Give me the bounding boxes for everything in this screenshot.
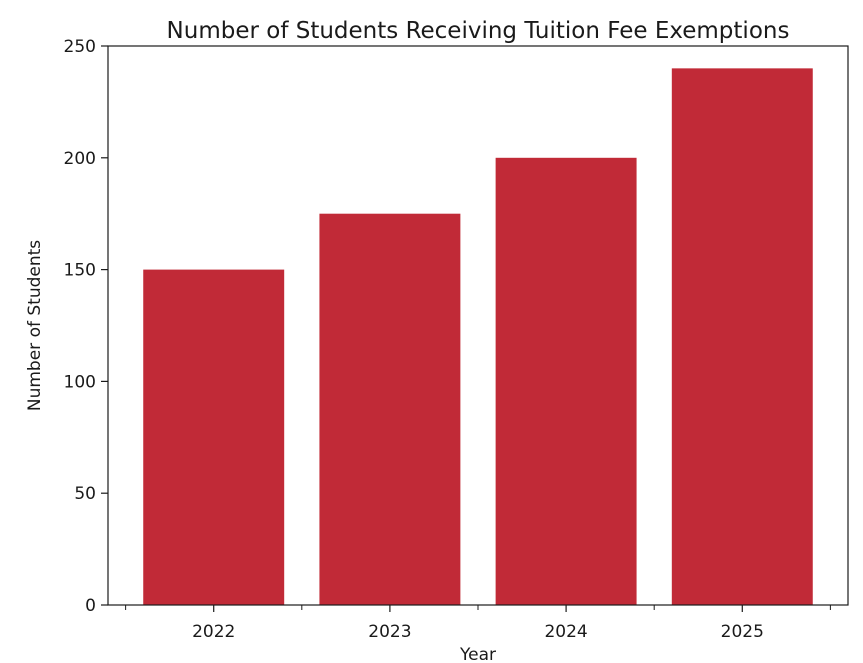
x-axis: 2022 2023 2024 2025 xyxy=(125,605,831,642)
y-tick-label: 100 xyxy=(64,372,96,392)
y-tick-label: 200 xyxy=(64,149,96,169)
y-tick-label: 150 xyxy=(64,261,96,281)
x-tick-label-2025: 2025 xyxy=(721,622,764,642)
y-tick-label: 0 xyxy=(85,596,96,616)
y-tick-label: 50 xyxy=(74,484,96,504)
bar-2023 xyxy=(319,213,461,605)
y-axis-label: Number of Students xyxy=(25,240,45,411)
bar-2024 xyxy=(495,157,637,606)
y-tick-label: 250 xyxy=(64,37,96,57)
x-tick-label-2022: 2022 xyxy=(192,622,235,642)
x-tick-label-2023: 2023 xyxy=(368,622,411,642)
bar-2022 xyxy=(143,269,285,605)
x-tick-label-2024: 2024 xyxy=(544,622,587,642)
bar-2025 xyxy=(671,68,813,606)
chart-title: Number of Students Receiving Tuition Fee… xyxy=(167,18,790,44)
bars-layer xyxy=(143,68,813,606)
x-axis-label: Year xyxy=(459,645,496,663)
y-axis: 0 50 100 150 200 250 xyxy=(64,37,108,616)
